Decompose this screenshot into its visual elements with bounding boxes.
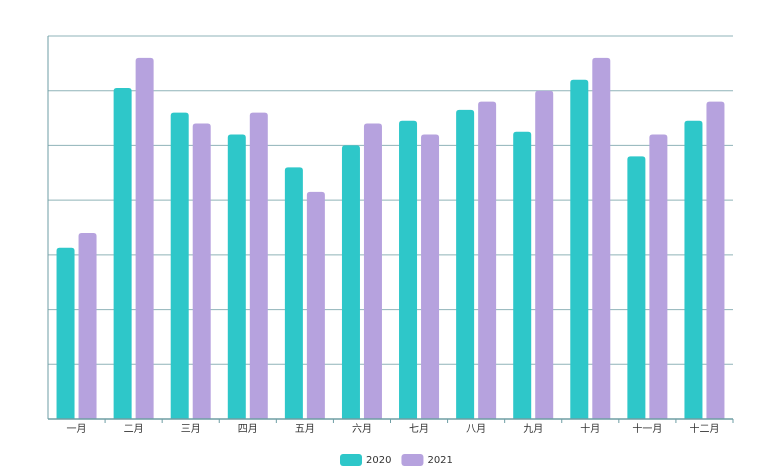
- bar: [706, 101, 725, 420]
- bar: [592, 57, 611, 420]
- bar: [399, 120, 418, 420]
- x-tick-label: 一月: [67, 423, 87, 435]
- x-tick-label: 四月: [238, 423, 258, 435]
- bar: [249, 112, 268, 419]
- bar: [306, 191, 325, 419]
- bar: [513, 131, 532, 419]
- bar: [627, 156, 646, 419]
- bar: [456, 109, 475, 419]
- bar: [56, 247, 75, 419]
- bar: [684, 120, 703, 420]
- bar: [570, 79, 589, 420]
- bar: [227, 134, 246, 419]
- bar: [535, 90, 554, 419]
- bar: [170, 112, 189, 419]
- legend-label: 2021: [427, 455, 452, 466]
- x-tick-label: 九月: [523, 423, 543, 435]
- legend-swatch: [340, 454, 362, 466]
- x-tick-label: 十一月: [632, 422, 662, 435]
- x-tick-label: 八月: [466, 423, 486, 435]
- legend-label: 2020: [366, 455, 391, 466]
- x-tick-label: 五月: [295, 423, 315, 435]
- bar: [421, 134, 440, 419]
- bar: [113, 87, 132, 419]
- x-tick-label: 六月: [352, 423, 372, 435]
- x-tick-label: 七月: [409, 423, 429, 435]
- x-tick-label: 二月: [124, 423, 144, 435]
- bar: [478, 101, 497, 420]
- bar: [341, 145, 360, 419]
- bar: [649, 134, 668, 419]
- x-tick-label: 三月: [181, 423, 201, 435]
- bar: [363, 123, 382, 420]
- x-tick-label: 十月: [580, 422, 600, 435]
- bar: [78, 232, 97, 419]
- legend-swatch: [401, 454, 424, 466]
- bar: [284, 167, 303, 419]
- x-tick-label: 十二月: [689, 422, 719, 435]
- bar: [192, 123, 211, 420]
- bar: [135, 57, 154, 420]
